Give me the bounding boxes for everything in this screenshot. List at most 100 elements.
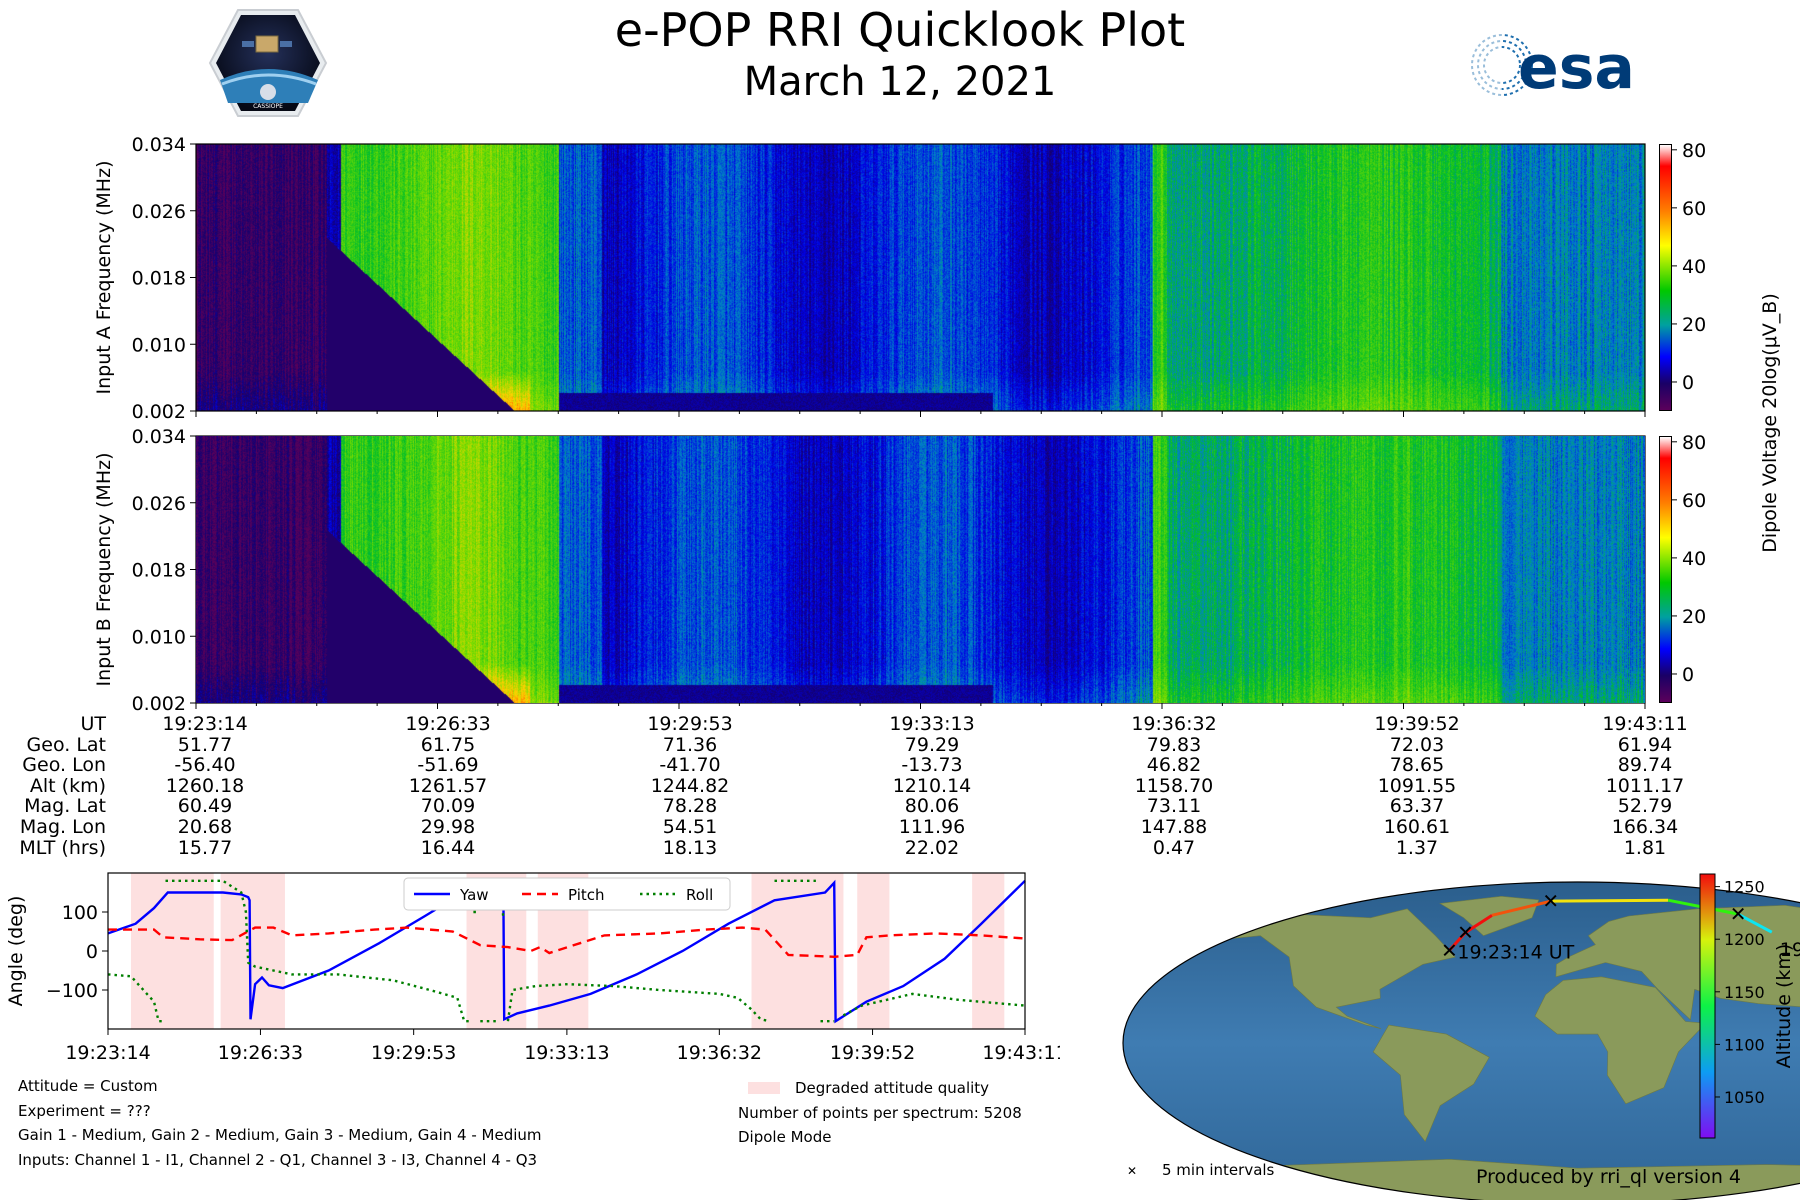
spectrogram-b-image (196, 436, 1645, 703)
ephemeris-cell: 147.88 (1140, 816, 1208, 838)
spectrogram-a-ytick-label: 0.034 (132, 134, 186, 156)
ephemeris-cell: 1091.55 (1377, 774, 1457, 797)
ephemeris-cell: 1210.14 (892, 774, 972, 797)
interval-marker: ✕ (1730, 902, 1747, 926)
ephemeris-cell: 19:39:52 (1374, 713, 1460, 735)
plot-date: March 12, 2021 (743, 59, 1057, 105)
map-landmass (1372, 1024, 1490, 1142)
ephemeris-row: MLT (hrs) 15.77 16.44 18.13 22.02 0.47 1.37 1.8… (0, 838, 1800, 858)
interval-legend-label: 5 min intervals (1162, 1161, 1275, 1179)
ephemeris-cell: 19:33:13 (889, 713, 975, 735)
attitude-ytick-label: −100 (46, 980, 98, 1002)
note-inputs: Inputs: Channel 1 - I1, Channel 2 - Q1, … (18, 1151, 538, 1169)
degraded-legend-swatch (748, 1082, 780, 1094)
ephemeris-cell: 0.47 (1152, 836, 1196, 859)
ephemeris-row-label: Mag. Lon (19, 816, 106, 838)
altitude-colorbar (1699, 873, 1716, 1139)
interval-legend-marker: ✕ (1127, 1164, 1138, 1178)
ephemeris-row-label: Geo. Lat (26, 733, 106, 756)
note-attitude: Attitude = Custom (18, 1077, 158, 1095)
cassiope-logo-text: CASSIOPE (253, 103, 283, 110)
colorbar-a-tick-label: 0 (1682, 372, 1694, 394)
ephemeris-cell: 63.37 (1389, 795, 1445, 818)
ephemeris-row-label: UT (80, 713, 106, 735)
degraded-attitude-band (972, 873, 1005, 1029)
attitude-legend: Yaw Pitch Roll (403, 877, 731, 911)
colorbar-b-tick-label: 0 (1682, 664, 1694, 686)
map-border (1122, 881, 1800, 1200)
ephemeris-cell: 1261.57 (408, 774, 488, 797)
colorbar-b-tick-label: 40 (1682, 548, 1706, 570)
ephemeris-cell: 1.37 (1395, 836, 1439, 859)
ephemeris-cell: 71.36 (662, 733, 718, 756)
attitude-xtick-label: 19:39:52 (830, 1042, 915, 1064)
colorbar-b-tick-label: 80 (1682, 432, 1706, 454)
plot-title: e-POP RRI Quicklook Plot (614, 3, 1186, 57)
spectrogram-b-ytick-label: 0.034 (132, 426, 186, 448)
legend-roll-label: Roll (686, 886, 713, 904)
spectrogram-a-ytick-label: 0.026 (132, 201, 186, 223)
spectrogram-b-ytick-label: 0.018 (132, 560, 186, 582)
colorbar-a-tick-label: 60 (1682, 198, 1706, 220)
ephemeris-cell: 20.68 (177, 816, 233, 838)
spectrogram-a-image (196, 144, 1645, 411)
ephemeris-cell: 78.28 (662, 795, 718, 818)
altitude-colorbar-tick-label: 1250 (1724, 878, 1765, 897)
ephemeris-cell: 19:29:53 (647, 713, 733, 735)
colorbar-a-tick-label: 20 (1682, 314, 1706, 336)
ephemeris-cell: 16.44 (420, 836, 476, 859)
ephemeris-cell: 1244.82 (650, 774, 730, 797)
colorbar-b-tick-label: 20 (1682, 606, 1706, 628)
ephemeris-row-label: MLT (hrs) (19, 836, 106, 859)
ephemeris-row: UT 19:23:14 19:26:33 19:29:53 19:33:13 19:36:… (0, 714, 1800, 734)
attitude-plot: 100 0 −100 19:23:14 19:26:33 19:29:53 19:33:13… (5, 872, 1060, 1064)
ground-track-segment (1550, 898, 1669, 903)
ephemeris-cell: 166.34 (1611, 816, 1679, 838)
ephemeris-cell: 79.29 (904, 733, 960, 756)
ephemeris-row: Geo. Lon -56.40 -51.69 -41.70 -13.73 46.82 78.… (0, 755, 1800, 775)
legend-yaw-label: Yaw (459, 886, 489, 904)
spectrogram-b (196, 436, 1645, 703)
footer-credit: Produced by rri_ql version 4 (1476, 1166, 1741, 1188)
ephemeris-cell: 61.94 (1617, 733, 1673, 756)
ephemeris-cell: 15.77 (177, 836, 233, 859)
spectrogram-b-ytick-label: 0.002 (132, 693, 186, 715)
altitude-colorbar-tick-label: 1200 (1724, 930, 1765, 949)
attitude-xtick-label: 19:23:14 (65, 1042, 150, 1064)
attitude-xtick-label: 19:36:32 (677, 1042, 762, 1064)
ephemeris-row-label: Mag. Lat (24, 795, 106, 818)
track-start-label: 19:23:14 UT (1457, 941, 1574, 963)
spectrogram-a-ytick-label: 0.018 (132, 268, 186, 290)
ephemeris-cell: 29.98 (420, 816, 476, 838)
ephemeris-cell: 54.51 (662, 816, 718, 838)
ephemeris-cell: 22.02 (904, 836, 960, 859)
ephemeris-row-label: Alt (km) (29, 774, 106, 797)
ephemeris-row: Mag. Lat 60.49 70.09 78.28 80.06 73.11 63.37 52… (0, 796, 1800, 816)
ephemeris-cell: 78.65 (1389, 754, 1445, 777)
ground-track-segment (1491, 899, 1552, 917)
ephemeris-cell: -51.69 (417, 754, 479, 777)
colorbar-a (1659, 144, 1672, 411)
ephemeris-cell: 19:26:33 (405, 713, 491, 735)
map-land (1204, 895, 1800, 1200)
ephemeris-cell: 73.11 (1146, 795, 1202, 818)
ephemeris-cell: 51.77 (177, 733, 233, 756)
points-per-spectrum: Number of points per spectrum: 5208 (738, 1104, 1022, 1122)
attitude-xtick-label: 19:33:13 (524, 1042, 609, 1064)
ephemeris-cell: 61.75 (420, 733, 476, 756)
ephemeris-row: Geo. Lat 51.77 61.75 71.36 79.29 79.83 72.03 61… (0, 735, 1800, 755)
ephemeris-cell: 70.09 (420, 795, 476, 818)
dipole-mode: Dipole Mode (738, 1128, 832, 1146)
legend-pitch-label: Pitch (568, 886, 605, 904)
ephemeris-cell: 1158.70 (1134, 774, 1214, 797)
spectrogram-a-ylabel: Input A Frequency (MHz) (93, 161, 115, 395)
colorbar-voltage-label: Dipole Voltage 20log(μV_B) (1759, 293, 1781, 553)
spectrogram-b-ytick-label: 0.026 (132, 493, 186, 515)
ephemeris-cell: -41.70 (659, 754, 721, 777)
ephemeris-row-label: Geo. Lon (22, 754, 106, 777)
interval-marker: ✕ (1441, 938, 1458, 962)
spectrogram-a-ytick-label: 0.010 (132, 334, 186, 356)
track-end-label: 19:43:11 UT (1780, 939, 1800, 961)
